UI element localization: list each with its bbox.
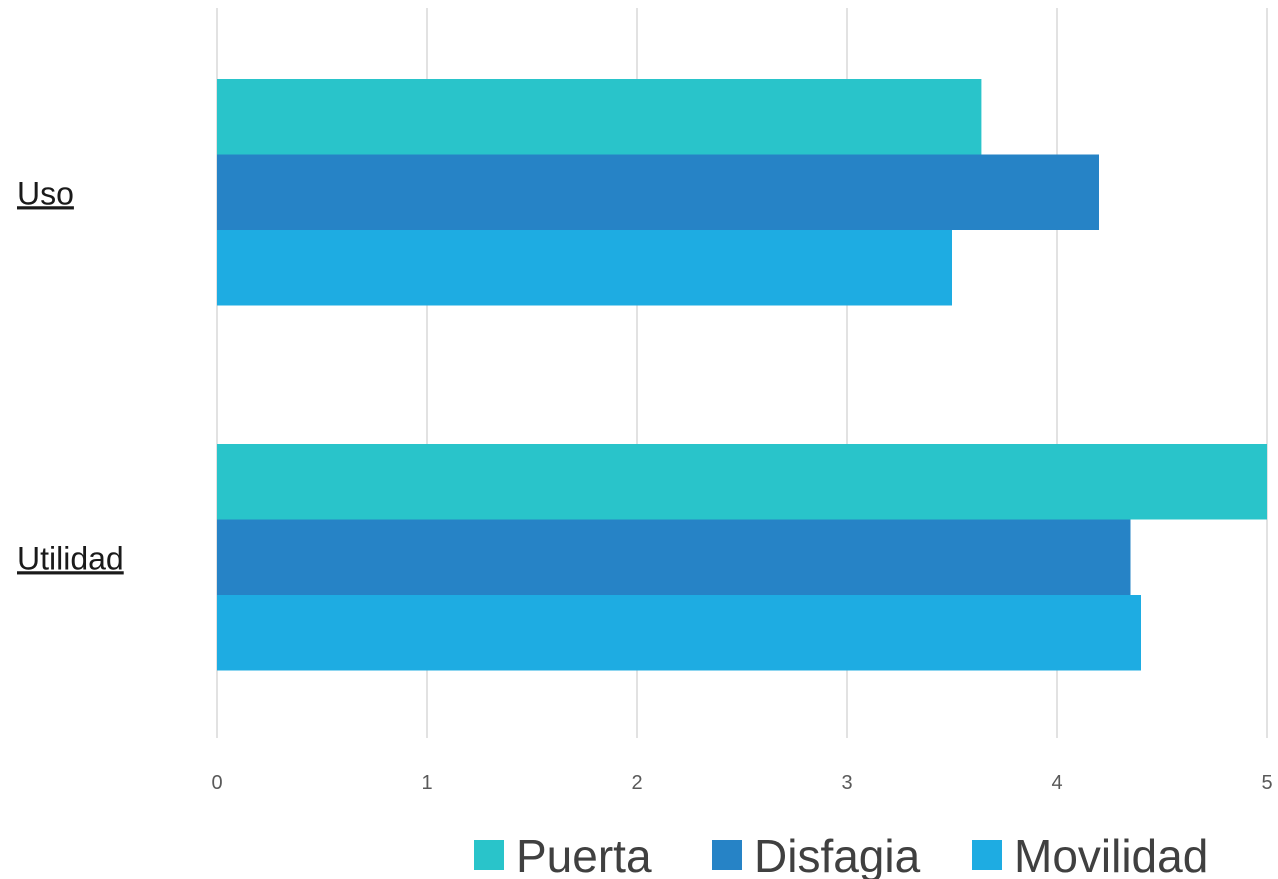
x-axis-tick-labels: 0 1 2 3 4 5 (211, 772, 1272, 794)
x-tick-label: 4 (1051, 772, 1062, 794)
bar-puerta-uso (217, 79, 982, 155)
legend-label-disfagia: Disfagia (754, 830, 921, 879)
x-tick-label: 5 (1261, 772, 1272, 794)
x-tick-label: 1 (421, 772, 432, 794)
bar-disfagia-utilidad (217, 519, 1131, 595)
legend-swatch-disfagia (712, 840, 742, 870)
legend-swatch-movilidad (972, 840, 1002, 870)
legend-label-movilidad: Movilidad (1014, 830, 1208, 879)
category-labels: Uso Utilidad (17, 175, 124, 576)
category-label: Utilidad (17, 540, 124, 576)
bar-movilidad-uso (217, 230, 952, 306)
category-label: Uso (17, 175, 74, 211)
x-tick-label: 0 (211, 772, 222, 794)
bar-puerta-utilidad (217, 444, 1267, 520)
x-tick-label: 2 (631, 772, 642, 794)
x-tick-label: 3 (841, 772, 852, 794)
legend-swatch-puerta (474, 840, 504, 870)
bar-movilidad-utilidad (217, 595, 1141, 671)
bars (217, 79, 1267, 671)
legend-label-puerta: Puerta (516, 830, 652, 879)
legend: Puerta Disfagia Movilidad (474, 830, 1208, 879)
bar-disfagia-uso (217, 154, 1099, 230)
